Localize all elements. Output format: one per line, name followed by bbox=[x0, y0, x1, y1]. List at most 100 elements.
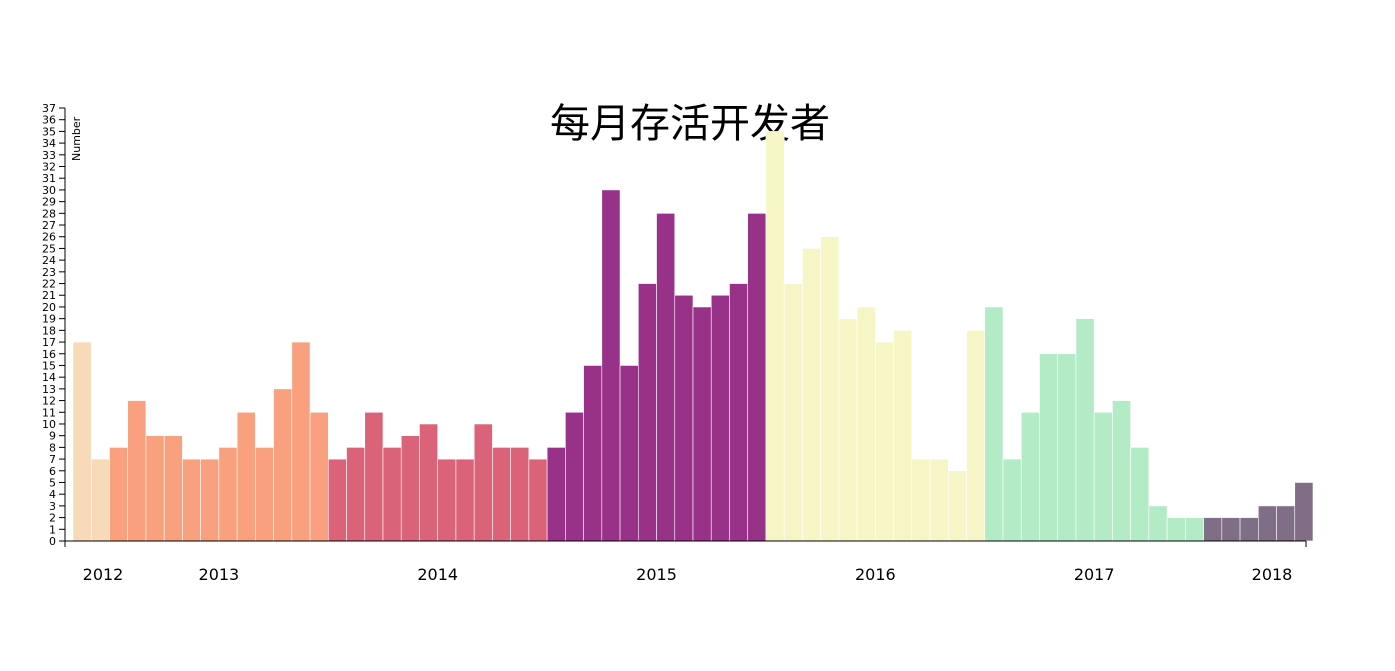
bar-2014-19 bbox=[419, 423, 439, 542]
bar-2017-55 bbox=[1075, 318, 1095, 542]
bar-2015-37 bbox=[747, 213, 767, 542]
bar-2013-9 bbox=[236, 411, 256, 542]
bar-2014-21 bbox=[455, 458, 475, 542]
bar-2015-35 bbox=[710, 294, 730, 542]
bar-2014-18 bbox=[400, 435, 420, 542]
bar-2015-31 bbox=[637, 283, 657, 542]
bar-2014-22 bbox=[473, 423, 493, 542]
bar-2015-34 bbox=[692, 306, 712, 542]
y-tick-label: 19 bbox=[42, 313, 56, 326]
bar-2018-64 bbox=[1239, 517, 1259, 542]
y-tick-label: 26 bbox=[42, 231, 56, 244]
bar-2017-52 bbox=[1020, 411, 1040, 542]
bar-2014-24 bbox=[510, 447, 530, 542]
x-tick-label-2013: 2013 bbox=[199, 565, 240, 584]
x-tick-label-2017: 2017 bbox=[1074, 565, 1115, 584]
y-tick-label: 6 bbox=[49, 465, 56, 478]
y-tick-label: 36 bbox=[42, 114, 56, 127]
y-tick-label: 14 bbox=[42, 371, 56, 384]
y-tick-label: 24 bbox=[42, 254, 56, 267]
y-tick-label: 29 bbox=[42, 196, 56, 209]
bar-2013-3 bbox=[127, 400, 147, 542]
y-tick-label: 7 bbox=[49, 453, 56, 466]
bar-2013-4 bbox=[145, 435, 165, 542]
bar-2016-38 bbox=[765, 131, 785, 542]
bar-2016-47 bbox=[929, 458, 949, 542]
y-tick-label: 37 bbox=[42, 102, 56, 115]
bar-2016-45 bbox=[893, 330, 913, 542]
bar-2017-59 bbox=[1148, 505, 1168, 542]
y-tick-label: 27 bbox=[42, 219, 56, 232]
bar-2013-10 bbox=[255, 447, 274, 542]
y-tick-label: 17 bbox=[42, 336, 56, 349]
bar-2014-23 bbox=[492, 447, 511, 542]
bar-2016-39 bbox=[783, 283, 803, 542]
x-tick-label-2014: 2014 bbox=[417, 565, 458, 584]
bar-2013-6 bbox=[182, 458, 201, 542]
bar-2018-62 bbox=[1203, 517, 1223, 542]
y-tick-label: 18 bbox=[42, 324, 56, 337]
bar-2017-60 bbox=[1166, 517, 1186, 542]
bar-2015-33 bbox=[674, 294, 694, 542]
y-tick-label: 32 bbox=[42, 161, 56, 174]
bar-2014-16 bbox=[364, 411, 384, 542]
y-tick-label: 11 bbox=[42, 406, 56, 419]
y-tick-label: 33 bbox=[42, 149, 56, 162]
bar-2017-56 bbox=[1093, 411, 1113, 542]
bar-2016-46 bbox=[911, 458, 931, 542]
chart-title: 每月存活开发者 bbox=[550, 101, 830, 147]
y-tick-label: 13 bbox=[42, 383, 56, 396]
bar-2013-8 bbox=[218, 447, 238, 542]
y-tick-label: 12 bbox=[42, 395, 56, 408]
bar-2017-53 bbox=[1039, 353, 1059, 542]
x-tick-label-2016: 2016 bbox=[855, 565, 896, 584]
x-tick-label-2015: 2015 bbox=[636, 565, 677, 584]
bar-2014-15 bbox=[346, 447, 366, 542]
y-tick-label: 15 bbox=[42, 359, 56, 372]
y-axis: 0123456789101112131415161718192021222324… bbox=[42, 102, 66, 548]
bar-2015-26 bbox=[546, 447, 566, 542]
bar-2012-0 bbox=[72, 341, 92, 542]
bar-2018-67 bbox=[1294, 482, 1314, 542]
y-tick-label: 20 bbox=[42, 301, 56, 314]
bar-2017-57 bbox=[1112, 400, 1131, 542]
y-tick-label: 10 bbox=[42, 418, 56, 431]
y-tick-label: 1 bbox=[49, 523, 56, 536]
bar-2015-36 bbox=[729, 283, 749, 542]
bar-2017-51 bbox=[1002, 458, 1022, 542]
bar-2018-65 bbox=[1257, 505, 1277, 542]
bar-2014-20 bbox=[437, 458, 457, 542]
bar-2013-13 bbox=[309, 411, 329, 542]
y-tick-label: 21 bbox=[42, 289, 56, 302]
x-tick-label-2018: 2018 bbox=[1252, 565, 1293, 584]
y-tick-label: 2 bbox=[49, 512, 56, 525]
bar-2015-32 bbox=[656, 213, 676, 542]
y-tick-label: 30 bbox=[42, 184, 56, 197]
bar-2018-63 bbox=[1221, 517, 1241, 542]
y-tick-label: 34 bbox=[42, 137, 56, 150]
bar-2015-27 bbox=[565, 411, 584, 542]
bar-2013-12 bbox=[291, 341, 311, 542]
bar-2016-40 bbox=[802, 248, 821, 542]
bar-2015-30 bbox=[619, 365, 639, 542]
bar-2014-14 bbox=[327, 458, 347, 542]
bar-2016-44 bbox=[875, 341, 894, 542]
y-tick-label: 4 bbox=[49, 488, 56, 501]
y-tick-label: 9 bbox=[49, 430, 56, 443]
y-tick-label: 31 bbox=[42, 172, 56, 185]
bar-2013-11 bbox=[273, 388, 293, 542]
y-tick-label: 28 bbox=[42, 207, 56, 220]
x-axis: 2012 2013 2014 2015 2016 2017 2018 bbox=[64, 540, 1307, 584]
bar-2016-49 bbox=[966, 330, 986, 542]
bars-group bbox=[72, 131, 1314, 542]
bar-2013-2 bbox=[109, 447, 129, 542]
y-tick-label: 5 bbox=[49, 476, 56, 489]
bar-2017-50 bbox=[984, 306, 1004, 542]
y-tick-label: 22 bbox=[42, 278, 56, 291]
y-tick-label: 16 bbox=[42, 348, 56, 361]
y-axis-label: Number bbox=[70, 116, 83, 161]
y-tick-label: 25 bbox=[42, 242, 56, 255]
y-tick-label: 35 bbox=[42, 125, 56, 138]
bar-2013-5 bbox=[163, 435, 183, 542]
